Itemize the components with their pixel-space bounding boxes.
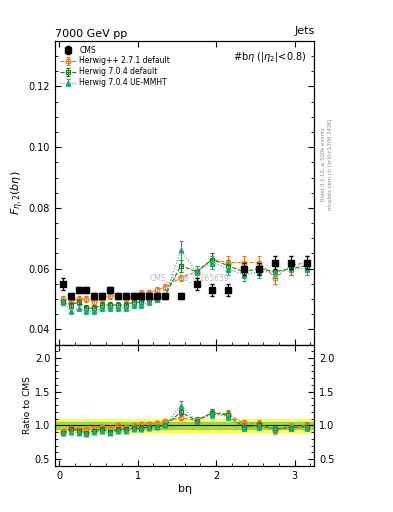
Text: mcplots.cern.ch [arXiv:1306.3436]: mcplots.cern.ch [arXiv:1306.3436]: [328, 118, 333, 209]
Bar: [55, 422, 314, 429]
Y-axis label: $F_{\eta,2}(b\eta)$: $F_{\eta,2}(b\eta)$: [9, 170, 26, 215]
X-axis label: bη: bη: [178, 483, 192, 494]
Text: CMS_2013_I1265659: CMS_2013_I1265659: [150, 273, 230, 282]
Text: 7000 GeV pp: 7000 GeV pp: [55, 29, 127, 39]
Legend: CMS, Herwig++ 2.7.1 default, Herwig 7.0.4 default, Herwig 7.0.4 UE-MMHT: CMS, Herwig++ 2.7.1 default, Herwig 7.0.…: [58, 44, 172, 89]
Text: Rivet 3.1.10, ≥ 500k events: Rivet 3.1.10, ≥ 500k events: [320, 127, 325, 201]
Bar: [55, 419, 314, 432]
Text: Jets: Jets: [294, 27, 314, 36]
Text: #b$\eta$ ($|\eta_2|$<0.8): #b$\eta$ ($|\eta_2|$<0.8): [233, 50, 307, 64]
Y-axis label: Ratio to CMS: Ratio to CMS: [23, 376, 32, 434]
